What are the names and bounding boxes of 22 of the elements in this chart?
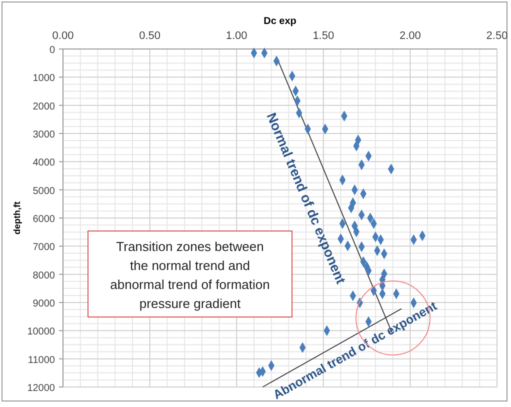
y-tick-label: 5000 bbox=[32, 186, 56, 197]
y-tick-label: 8000 bbox=[32, 270, 56, 282]
y-tick-label: 9000 bbox=[32, 298, 56, 310]
y-tick-label: 3000 bbox=[32, 130, 56, 140]
y-tick-label: 7000 bbox=[32, 242, 56, 254]
x-tick-label: 0.00 bbox=[52, 30, 74, 42]
y-tick-label: 11000 bbox=[28, 354, 56, 366]
annotation: Transition zones between the normal trend and abnormal trend of formation pressure gradient bbox=[110, 239, 270, 311]
y-tick-label: 4000 bbox=[32, 158, 56, 169]
y-tick-label: 0 bbox=[49, 45, 56, 56]
y-axis-title: depth,ft bbox=[12, 202, 22, 234]
x-tick-label: 1.50 bbox=[312, 30, 334, 42]
x-axis-title: Dc exp bbox=[264, 16, 296, 27]
x-tick-label: 1.00 bbox=[226, 30, 248, 42]
y-tick-label: 10000 bbox=[27, 326, 56, 338]
y-tick-label: 12000 bbox=[27, 383, 56, 394]
y-tick-label: 1000 bbox=[32, 73, 56, 84]
y-tick-label: 6000 bbox=[32, 214, 56, 225]
x-tick-label: 2.50 bbox=[486, 30, 508, 42]
x-tick-label: 0.50 bbox=[139, 30, 161, 42]
x-tick-label: 2.00 bbox=[399, 30, 421, 42]
y-tick-label: 2000 bbox=[32, 101, 56, 112]
